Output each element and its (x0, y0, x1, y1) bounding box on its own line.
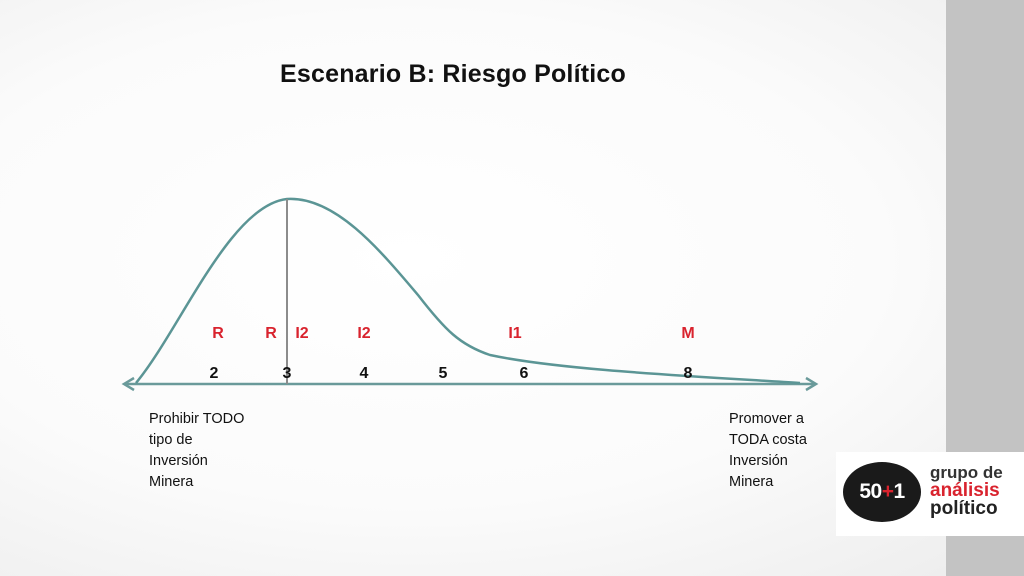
letter-label: R (265, 325, 277, 342)
distribution-curve (135, 197, 801, 385)
number-label: 2 (210, 365, 219, 382)
logo-wordmark: grupo de análisis político (930, 463, 1003, 519)
logo-line-1: grupo de (930, 463, 1003, 482)
left-label-line: tipo de (149, 432, 193, 448)
letter-label: I2 (357, 325, 370, 342)
number-label: 5 (439, 365, 448, 382)
axis-left-arrow (121, 376, 135, 392)
slide: Escenario B: Riesgo Político R R I2 I2 I… (121, 60, 819, 493)
left-label-line: Inversión (149, 453, 208, 469)
number-label: 8 (684, 365, 693, 382)
right-label-line: Promover a (729, 411, 804, 427)
number-label: 3 (283, 365, 292, 382)
number-label: 6 (520, 365, 529, 382)
letter-label: I2 (295, 325, 308, 342)
right-label-line: Inversión (729, 453, 788, 469)
logo-line-3: político (930, 498, 998, 519)
slide-title: Escenario B: Riesgo Político (280, 60, 626, 88)
letter-label: R (212, 325, 224, 342)
right-extreme-label: Promover a TODA costa Inversión Minera (729, 409, 807, 493)
distribution-diagram: R R I2 I2 I1 M 2 3 4 5 6 8 (121, 197, 819, 392)
letter-label: I1 (508, 325, 521, 342)
organization-logo: 50+1 grupo de análisis político (836, 452, 1024, 536)
logo-circle-icon: 50+1 (843, 462, 921, 522)
letter-label: M (681, 325, 694, 342)
right-label-line: TODA costa (729, 432, 807, 448)
axis-right-arrow (805, 376, 819, 392)
number-label: 4 (360, 365, 369, 382)
left-extreme-label: Prohibir TODO tipo de Inversión Minera (149, 409, 244, 493)
logo-number: 50+1 (859, 480, 905, 503)
right-label-line: Minera (729, 474, 774, 490)
left-label-line: Minera (149, 474, 194, 490)
left-label-line: Prohibir TODO (149, 411, 245, 427)
logo-line-2: análisis (930, 480, 1000, 501)
